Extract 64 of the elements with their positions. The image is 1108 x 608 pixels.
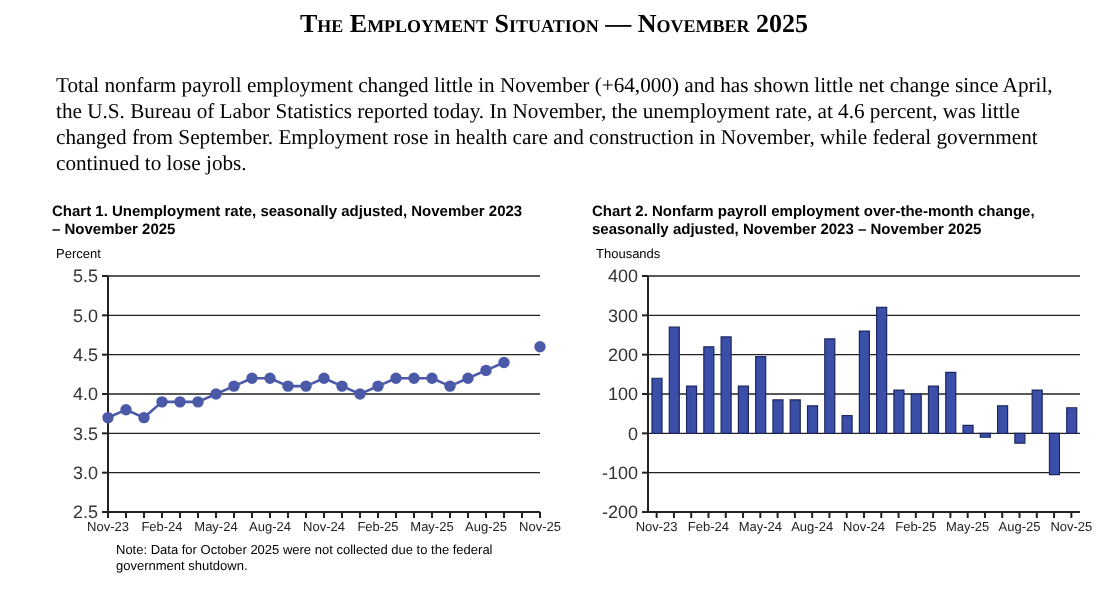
y-tick-label: 200 xyxy=(607,345,638,366)
point xyxy=(264,372,276,384)
bar xyxy=(910,393,922,434)
point xyxy=(336,380,348,392)
point xyxy=(174,396,186,408)
bar xyxy=(703,346,715,434)
point xyxy=(498,356,510,369)
y-tick-label: 100 xyxy=(607,384,638,405)
y-tick-label: 3.0 xyxy=(72,463,98,484)
bar xyxy=(876,306,888,434)
bar xyxy=(962,424,974,434)
bar xyxy=(1031,389,1043,434)
bar xyxy=(927,385,940,434)
bar xyxy=(997,405,1009,434)
point xyxy=(444,380,456,392)
point xyxy=(318,372,330,384)
point xyxy=(282,380,294,392)
bar xyxy=(824,338,836,434)
point xyxy=(390,372,402,384)
point xyxy=(426,372,438,384)
bar xyxy=(1048,432,1061,476)
bar xyxy=(685,385,698,434)
point xyxy=(462,372,474,384)
point xyxy=(210,388,222,400)
bar xyxy=(858,330,870,434)
bar xyxy=(893,389,905,434)
bar xyxy=(806,405,819,434)
point xyxy=(354,388,366,400)
bar xyxy=(737,385,749,434)
point xyxy=(228,380,240,392)
point xyxy=(372,380,384,392)
y-tick-label: 400 xyxy=(607,266,638,287)
y-tick-label: -200 xyxy=(601,502,638,523)
point xyxy=(102,411,114,424)
text: The Employment Situation — November 2025 xyxy=(297,8,811,40)
y-tick-label: 3.5 xyxy=(72,423,98,444)
point xyxy=(246,372,258,384)
bar xyxy=(1014,432,1026,444)
bar xyxy=(720,336,732,434)
y-tick-label: 4.0 xyxy=(72,384,98,405)
y-tick-label: 5.0 xyxy=(72,305,98,326)
bar xyxy=(651,377,663,434)
bar xyxy=(755,356,767,434)
bar xyxy=(1066,407,1078,434)
y-tick-label: 300 xyxy=(607,305,638,326)
bar xyxy=(668,326,680,434)
y-tick-label: 4.5 xyxy=(72,345,98,366)
point xyxy=(534,341,546,353)
bar xyxy=(945,371,957,434)
text: Total nonfarm payroll employment changed little in November (+64,000) and has shown little net change since April, the U.S. Bureau of Labor Statistics reported today. In November, the unemployment rate, at 4.6 percent, was little changed from September. Employment rose in health care and construction in November, while federal government continued to lose jobs. xyxy=(56,74,1055,178)
point xyxy=(138,411,150,424)
bar xyxy=(772,399,784,434)
point xyxy=(192,396,204,408)
point xyxy=(156,396,168,408)
bar xyxy=(789,399,801,434)
bar xyxy=(841,415,853,434)
y-tick-label: 5.5 xyxy=(72,266,98,287)
point xyxy=(120,404,132,416)
point xyxy=(408,372,420,384)
point xyxy=(480,364,492,377)
point xyxy=(300,380,312,392)
y-tick-label: 2.5 xyxy=(72,502,98,523)
y-tick-label: -100 xyxy=(601,463,638,484)
y-tick-label: 0 xyxy=(627,423,638,444)
